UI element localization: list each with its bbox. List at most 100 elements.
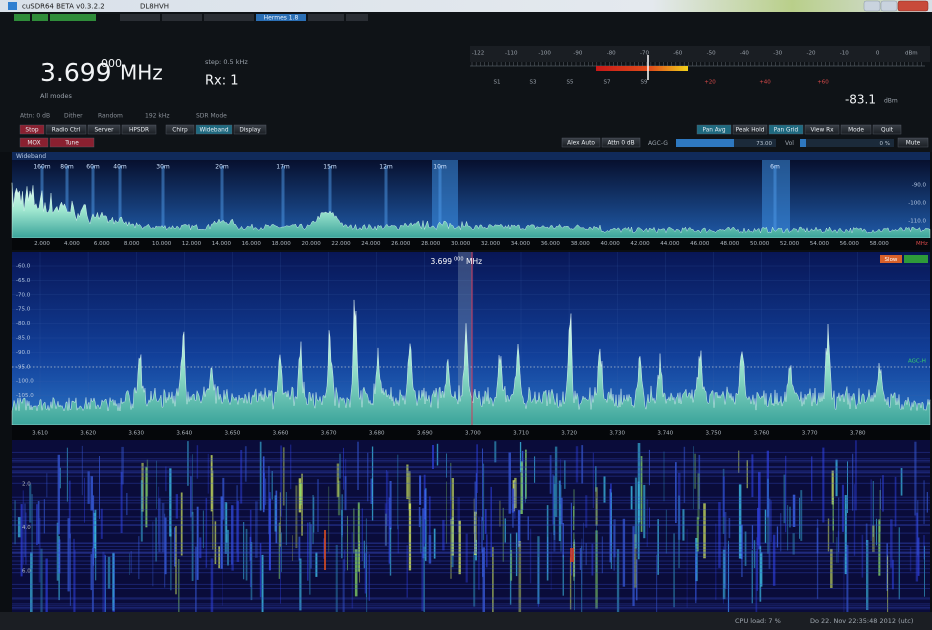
smeter-s-label: +40	[759, 80, 771, 86]
status-led	[32, 14, 48, 21]
panadapter-freq-label: 3.780	[850, 431, 866, 437]
button[interactable]	[872, 124, 902, 135]
vol-slider[interactable]	[800, 139, 894, 147]
smeter-scale-label: -50	[707, 51, 716, 57]
panadapter-db-label: -100.0	[16, 379, 34, 385]
button[interactable]	[732, 124, 768, 135]
waterfall-trace	[923, 480, 925, 525]
wideband-freq-label: 48.000	[720, 241, 740, 247]
button[interactable]	[195, 124, 233, 135]
waterfall-trace	[344, 476, 347, 511]
waterfall-row	[12, 499, 930, 501]
waterfall-trace	[760, 552, 763, 587]
waterfall-trace	[481, 516, 483, 553]
panadapter-axis-labels: 3.610 3.620 3.630 3.640 3.650 3.660 3.670 3.680…	[32, 431, 866, 437]
button[interactable]	[601, 137, 641, 148]
waterfall-trace	[40, 548, 43, 619]
waterfall-row	[12, 467, 930, 469]
waterfall-trace	[844, 495, 847, 575]
waterfall-trace	[389, 481, 392, 530]
waterfall-trace	[574, 539, 575, 611]
tx-button[interactable]	[49, 137, 95, 148]
minimize-button[interactable]	[863, 0, 881, 12]
panadapter-db-label: -90.0	[16, 350, 31, 356]
waterfall-trace	[783, 474, 786, 524]
waterfall-trace	[178, 559, 180, 619]
button[interactable]	[19, 124, 45, 135]
waterfall-trace	[524, 467, 526, 503]
waterfall-trace	[31, 494, 33, 569]
waterfall-trace	[38, 518, 41, 583]
waterfall-trace	[554, 446, 558, 517]
button[interactable]	[897, 137, 929, 148]
app-icon	[8, 2, 17, 10]
waterfall-trace	[145, 466, 148, 528]
smeter-scale-label: -10	[840, 51, 849, 57]
tab[interactable]	[120, 14, 160, 21]
button[interactable]	[561, 137, 601, 148]
waterfall-trace	[281, 532, 282, 572]
waterfall-trace	[755, 551, 758, 622]
waterfall-trace	[872, 525, 875, 553]
tab[interactable]	[204, 14, 254, 21]
waterfall-trace	[595, 487, 598, 526]
button[interactable]	[804, 124, 840, 135]
waterfall-row	[12, 603, 930, 605]
smeter-scale-label: -40	[740, 51, 749, 57]
button[interactable]	[87, 124, 121, 135]
waterfall-trace	[419, 475, 422, 505]
waterfall-trace	[295, 485, 298, 549]
band-label: 60m	[86, 164, 100, 171]
waterfall-trace	[66, 447, 68, 502]
button-label: Pan Avg	[702, 127, 725, 133]
waterfall-trace	[14, 500, 16, 545]
waterfall-trace	[406, 464, 409, 500]
waterfall-trace	[225, 502, 228, 543]
waterfall-row	[12, 520, 930, 522]
waterfall-trace	[406, 545, 408, 598]
status-led	[14, 14, 30, 21]
speed-button[interactable]	[880, 255, 902, 263]
waterfall-trace	[366, 545, 368, 622]
waterfall-trace	[282, 447, 285, 506]
waterfall-trace	[436, 443, 439, 466]
button[interactable]	[768, 124, 804, 135]
tx-button[interactable]	[19, 137, 49, 148]
button[interactable]	[121, 124, 157, 135]
button[interactable]	[696, 124, 732, 135]
close-button[interactable]	[897, 0, 929, 12]
waterfall-trace	[158, 486, 160, 545]
waterfall-trace	[69, 533, 71, 606]
waterfall-trace	[212, 470, 214, 550]
waterfall-row	[12, 509, 930, 511]
button[interactable]	[840, 124, 872, 135]
waterfall-trace	[25, 512, 27, 565]
tab[interactable]	[308, 14, 344, 21]
waterfall-trace	[832, 519, 834, 543]
waterfall-row	[12, 597, 930, 599]
waterfall-trace	[227, 529, 229, 566]
maximize-button[interactable]	[880, 0, 898, 12]
waterfall-trace	[870, 479, 872, 541]
button[interactable]	[165, 124, 195, 135]
band-label: 20m	[215, 164, 229, 171]
waterfall-trace	[421, 552, 424, 611]
button[interactable]	[233, 124, 267, 135]
button[interactable]	[45, 124, 87, 135]
panadapter-db-label: -65.0	[16, 278, 31, 284]
waterfall-trace	[816, 519, 819, 599]
waterfall-trace	[224, 502, 227, 554]
rate-button[interactable]	[904, 255, 928, 263]
wideband-freq-label: 40.000	[600, 241, 620, 247]
band-label: 160m	[33, 164, 50, 171]
waterfall-trace	[772, 534, 776, 586]
waterfall-trace	[872, 481, 874, 537]
waterfall-trace	[529, 528, 532, 584]
waterfall-trace	[175, 525, 177, 595]
tab-active[interactable]	[256, 14, 306, 21]
tab[interactable]	[346, 14, 368, 21]
tab[interactable]	[162, 14, 202, 21]
status-led	[50, 14, 96, 21]
waterfall-trace	[446, 453, 447, 478]
wideband-freq-label: 30.000	[451, 241, 471, 247]
